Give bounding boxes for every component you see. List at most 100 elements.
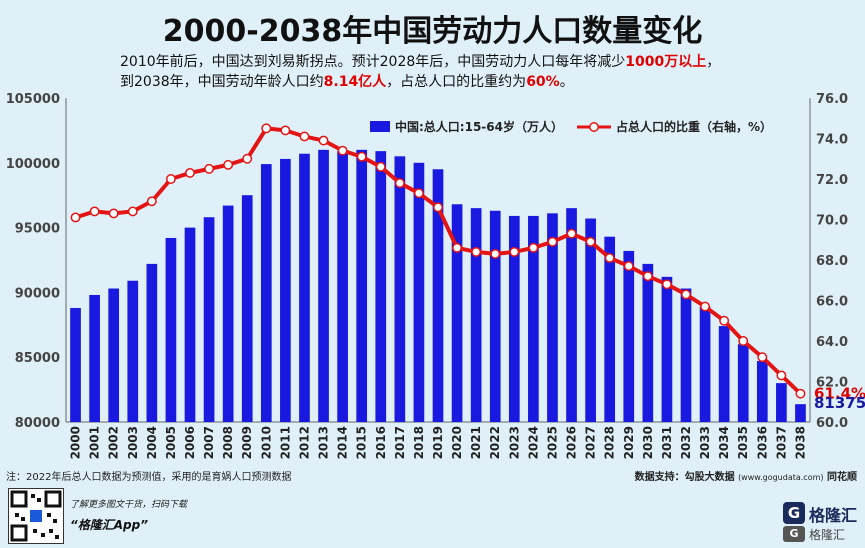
line-point [375, 161, 386, 172]
line-point [642, 271, 653, 282]
x-tick-label: 2006 [183, 426, 197, 459]
x-tick-label: 2037 [774, 426, 788, 459]
x-tick-label: 2034 [717, 426, 731, 459]
line-point [700, 301, 711, 312]
line-point [70, 212, 81, 223]
x-tick-label: 2016 [374, 426, 388, 459]
x-tick-label: 2036 [755, 426, 769, 459]
line-point [165, 174, 176, 184]
line-point [337, 145, 348, 156]
line-point [299, 131, 310, 142]
y-tick-label-left: 80000 [15, 416, 60, 431]
subtitle-text: ， [706, 54, 721, 70]
promo-app-name: “格隆汇App” [70, 518, 148, 532]
line-point [585, 236, 596, 247]
bar [528, 215, 539, 422]
x-tick-label: 2031 [660, 426, 674, 459]
bar [508, 215, 520, 422]
line-point [318, 135, 329, 146]
x-tick-label: 2005 [164, 426, 178, 459]
x-tick-label: 2009 [240, 426, 254, 459]
bar [680, 288, 692, 422]
line-point [394, 178, 405, 189]
x-tick-label: 2022 [488, 426, 502, 459]
qr-code-icon [10, 490, 62, 542]
bar [108, 288, 120, 422]
line-point [356, 151, 367, 162]
y-tick-label-right: 72.0 [816, 173, 848, 188]
x-tick-label: 2004 [145, 426, 159, 459]
y-tick-label-left: 85000 [15, 351, 60, 366]
bar [699, 306, 711, 422]
line-point [776, 370, 787, 381]
y-tick-label-right: 64.0 [816, 335, 848, 350]
line-point [242, 153, 253, 164]
x-tick-label: 2030 [641, 426, 655, 459]
brand-logo: G 格隆汇 G 格隆汇 [783, 500, 863, 544]
data-source: 数据支持：勾股大数据 [634, 472, 735, 483]
line-point [127, 206, 138, 217]
bar [337, 151, 348, 423]
y-tick-label-left: 90000 [15, 286, 60, 301]
bar [566, 208, 577, 422]
x-tick-label: 2027 [584, 426, 598, 459]
subtitle-highlight: 1000万以上 [625, 54, 707, 70]
subtitle-highlight: 8.14亿人 [323, 74, 387, 90]
x-tick-label: 2013 [317, 426, 331, 459]
line-point [757, 352, 768, 363]
line-point [185, 167, 195, 178]
chart-title: 2000-2038年中国劳动力人口数量变化 [162, 14, 703, 49]
line-point [261, 123, 272, 134]
bar [642, 263, 654, 422]
y-tick-label-left: 105000 [6, 92, 60, 107]
x-tick-label: 2007 [202, 426, 216, 459]
subtitle-highlight: 60% [526, 74, 560, 90]
promo-text: 了解更多图文干货，扫码下载 [70, 500, 188, 510]
line-point [204, 163, 215, 174]
line-point [108, 208, 119, 219]
line-point [89, 206, 100, 217]
legend-bar-label: 中国:总人口:15-64岁（万人） [395, 119, 563, 134]
subtitle-text: ，占总人口的比重约为 [386, 74, 527, 90]
bar [585, 218, 596, 422]
x-tick-label: 2028 [603, 426, 617, 459]
y-tick-label-right: 60.0 [816, 416, 848, 431]
line-point [547, 236, 558, 247]
x-tick-label: 2011 [278, 426, 292, 459]
line-point [490, 248, 501, 259]
x-tick-label: 2038 [793, 426, 807, 459]
x-tick-label: 2033 [698, 426, 712, 459]
bar [489, 210, 501, 422]
subtitle-text: 2010年前后，中国达到刘易斯拐点。预计2028年后，中国劳动力人口每年将减少 [120, 54, 626, 70]
x-tick-label: 2020 [450, 426, 464, 459]
bar [89, 294, 100, 422]
footnote-left: 注：2022年后总人口数据为预测值，采用的是育娲人口预测数据 [6, 472, 292, 483]
x-tick-label: 2026 [565, 426, 579, 459]
x-tick-label: 2010 [259, 426, 273, 459]
y-tick-label-left: 95000 [15, 222, 60, 237]
bar [623, 250, 635, 422]
x-tick-label: 2000 [69, 426, 83, 459]
line-point [223, 159, 234, 170]
bar [413, 162, 425, 423]
x-tick-label: 2008 [221, 426, 235, 459]
data-source-tail: 同花顺 [823, 472, 857, 483]
x-tick-label: 2012 [297, 426, 311, 459]
line-point [433, 202, 443, 213]
legend-line-marker [589, 122, 599, 132]
bar [318, 149, 329, 422]
y-tick-label-right: 68.0 [816, 254, 848, 269]
line-point [528, 242, 539, 253]
bar [70, 307, 81, 422]
x-tick-label: 2015 [355, 426, 369, 459]
bar [165, 237, 177, 422]
bar [451, 204, 463, 422]
data-source-url: (www.gogudata.com) [738, 473, 824, 482]
x-tick-label: 2001 [88, 426, 102, 459]
bar [299, 153, 310, 422]
logo-name-small: 格隆汇 [809, 528, 846, 542]
bar [547, 213, 558, 422]
x-tick-label: 2021 [469, 426, 483, 459]
line-point [604, 253, 615, 263]
